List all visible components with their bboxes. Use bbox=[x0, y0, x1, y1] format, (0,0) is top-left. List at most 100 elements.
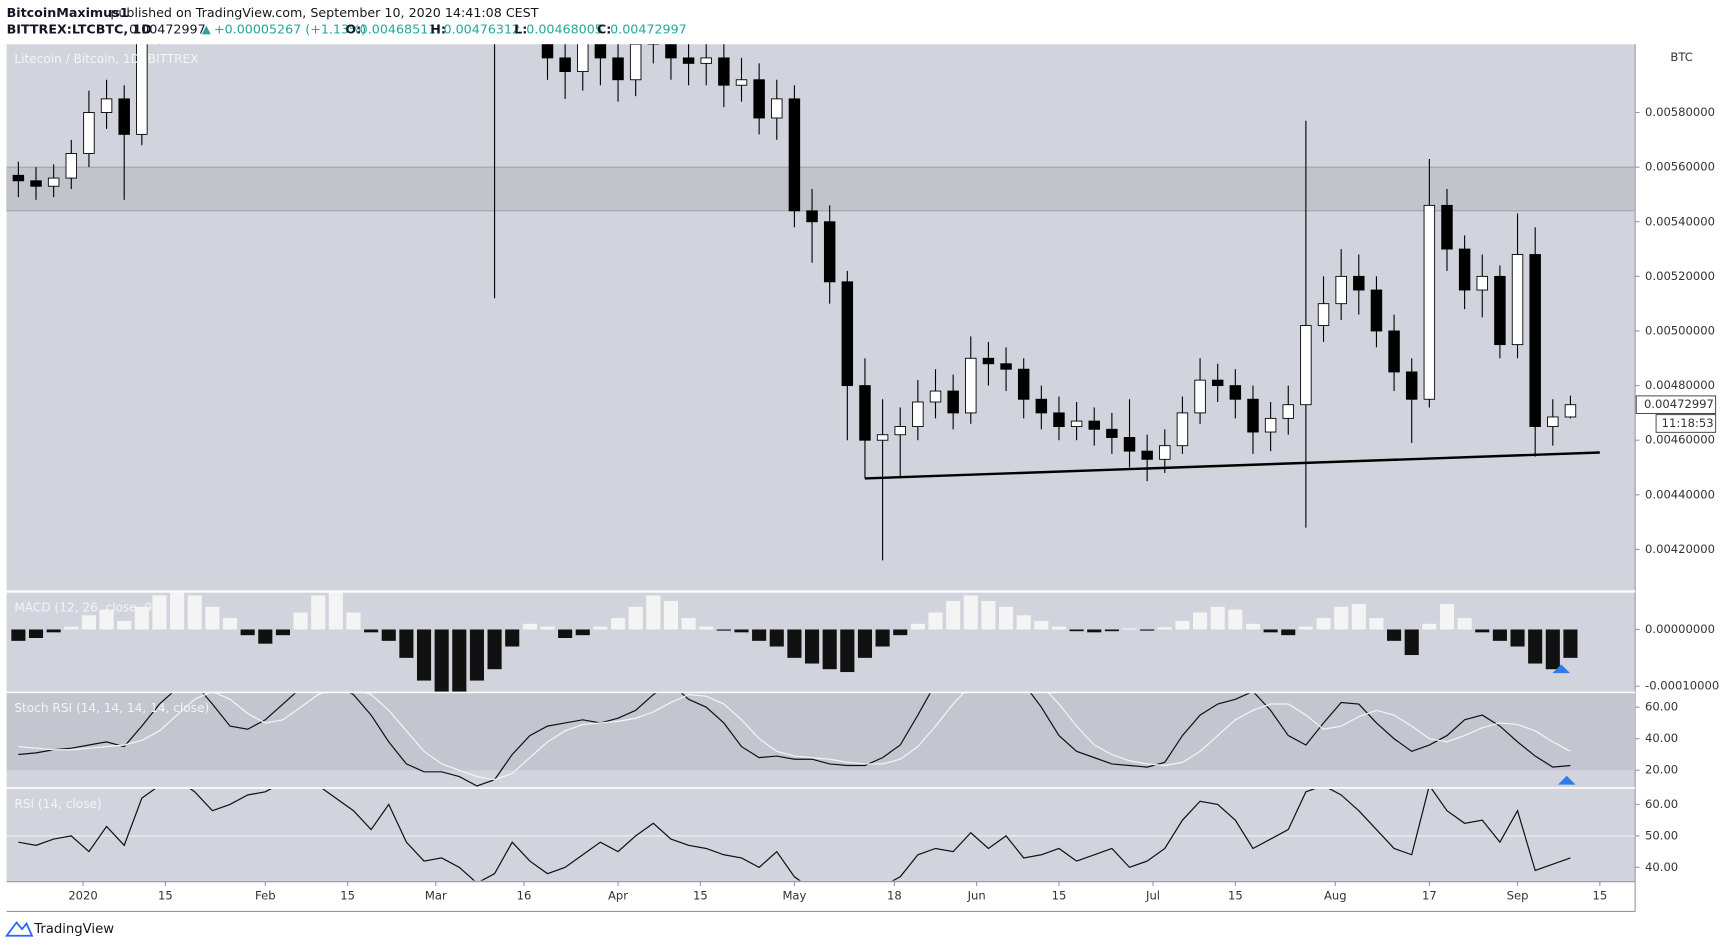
histogram-bar bbox=[1263, 629, 1278, 633]
histogram-bar bbox=[293, 612, 308, 630]
histogram-bar bbox=[1051, 626, 1067, 630]
histogram-bar bbox=[1281, 629, 1296, 636]
y-tick-label: 0.00580000 bbox=[1645, 105, 1715, 119]
histogram-bar bbox=[575, 629, 590, 636]
candle-body bbox=[1088, 420, 1100, 430]
candle-body bbox=[1141, 450, 1153, 460]
histogram-bar bbox=[1298, 626, 1313, 630]
histogram-bar bbox=[1545, 629, 1560, 670]
high-label: H: bbox=[430, 21, 446, 36]
candle-body bbox=[1564, 404, 1577, 418]
x-tick-label: 15 bbox=[1052, 889, 1067, 903]
histogram-bar bbox=[28, 629, 44, 639]
pane bbox=[6, 693, 1636, 787]
x-tick-label: Mar bbox=[425, 889, 447, 903]
pane bbox=[6, 788, 1636, 881]
histogram-bar bbox=[875, 629, 890, 647]
histogram-bar bbox=[1334, 606, 1349, 630]
histogram-bar bbox=[275, 629, 290, 636]
candle-body bbox=[1494, 275, 1506, 346]
histogram-bar bbox=[1439, 603, 1455, 630]
x-tick-label: 17 bbox=[1422, 889, 1437, 903]
histogram-bar bbox=[522, 623, 537, 630]
candle-body bbox=[1547, 416, 1559, 427]
candle-body bbox=[1511, 254, 1524, 346]
histogram-bar bbox=[311, 595, 326, 630]
candle-body bbox=[947, 390, 959, 414]
histogram-bar bbox=[1563, 629, 1578, 658]
pane-title: RSI (14, close) bbox=[14, 797, 101, 811]
histogram-bar bbox=[893, 629, 908, 636]
histogram-bar bbox=[946, 601, 961, 630]
logo-icon bbox=[4, 921, 34, 937]
candle-body bbox=[577, 44, 589, 73]
candle-body bbox=[894, 426, 906, 436]
last-price-label: 0.00472997 bbox=[1644, 397, 1714, 411]
histogram-bar bbox=[222, 618, 238, 630]
candle-body bbox=[1335, 275, 1347, 305]
x-tick-label: 15 bbox=[340, 889, 355, 903]
candle-body bbox=[594, 44, 607, 59]
candle-body bbox=[929, 390, 942, 403]
indicator-line bbox=[18, 693, 1571, 781]
histogram-bar bbox=[469, 629, 484, 681]
histogram-bar bbox=[399, 629, 414, 658]
x-tick-label: 16 bbox=[517, 889, 532, 903]
candle-body bbox=[700, 57, 712, 64]
price-axis-background bbox=[1635, 44, 1730, 912]
histogram-bar bbox=[663, 601, 679, 630]
histogram-bar bbox=[681, 618, 696, 630]
y-tick-label: 0.00500000 bbox=[1645, 323, 1715, 337]
histogram-bar bbox=[1422, 623, 1437, 630]
histogram-bar bbox=[1457, 618, 1472, 630]
candle-body bbox=[788, 98, 801, 212]
histogram-bar bbox=[328, 592, 343, 630]
histogram-bar bbox=[981, 601, 996, 630]
y-tick-label: 20.00 bbox=[1645, 763, 1678, 777]
y-tick-label: 60.00 bbox=[1645, 797, 1678, 811]
candle-body bbox=[965, 357, 977, 414]
x-tick-label: 15 bbox=[1592, 889, 1607, 903]
macd-signal-marker bbox=[1552, 664, 1571, 674]
x-tick-label: Sep bbox=[1507, 889, 1529, 903]
candle-body bbox=[83, 112, 95, 154]
y-tick-label: 0.00460000 bbox=[1645, 433, 1715, 447]
open-label: O: bbox=[345, 21, 361, 36]
candle-body bbox=[559, 57, 571, 73]
candle-body bbox=[1423, 204, 1436, 400]
candle-body bbox=[1053, 412, 1065, 427]
histogram-bar bbox=[11, 629, 26, 641]
candle-body bbox=[118, 98, 130, 135]
candle-body bbox=[1247, 398, 1259, 433]
histogram-bar bbox=[1351, 603, 1366, 630]
candle-body bbox=[629, 44, 642, 81]
histogram-bar bbox=[752, 629, 767, 641]
countdown-box bbox=[1655, 414, 1717, 433]
x-tick-label: Apr bbox=[608, 889, 628, 903]
published-note: published on TradingView.com, September … bbox=[110, 5, 538, 20]
histogram-bar bbox=[1193, 612, 1208, 630]
y-tick-label: 0.00480000 bbox=[1645, 378, 1715, 392]
trendline bbox=[864, 451, 1600, 480]
resistance-zone bbox=[6, 166, 1636, 212]
candle-body bbox=[1106, 428, 1118, 438]
y-tick-label: 0.00000000 bbox=[1645, 622, 1715, 636]
pane bbox=[11, 592, 1578, 692]
candle-body bbox=[541, 44, 554, 59]
histogram-bar bbox=[1210, 606, 1225, 630]
candle-body bbox=[1441, 204, 1453, 250]
histogram-bar bbox=[1245, 623, 1261, 630]
high-value: 0.00476312 bbox=[444, 21, 521, 36]
last-price-box bbox=[1635, 395, 1717, 414]
histogram-bar bbox=[1016, 615, 1031, 630]
candle-body bbox=[1458, 248, 1471, 291]
histogram-bar bbox=[910, 623, 925, 630]
histogram-bar bbox=[1069, 629, 1084, 632]
last-price: 0.00472997 bbox=[129, 21, 206, 36]
histogram-bar bbox=[1104, 629, 1119, 632]
candle-body bbox=[1229, 385, 1242, 400]
indicator-band bbox=[6, 693, 1636, 771]
y-tick-label: 50.00 bbox=[1645, 828, 1678, 842]
x-tick-label: Feb bbox=[255, 889, 276, 903]
